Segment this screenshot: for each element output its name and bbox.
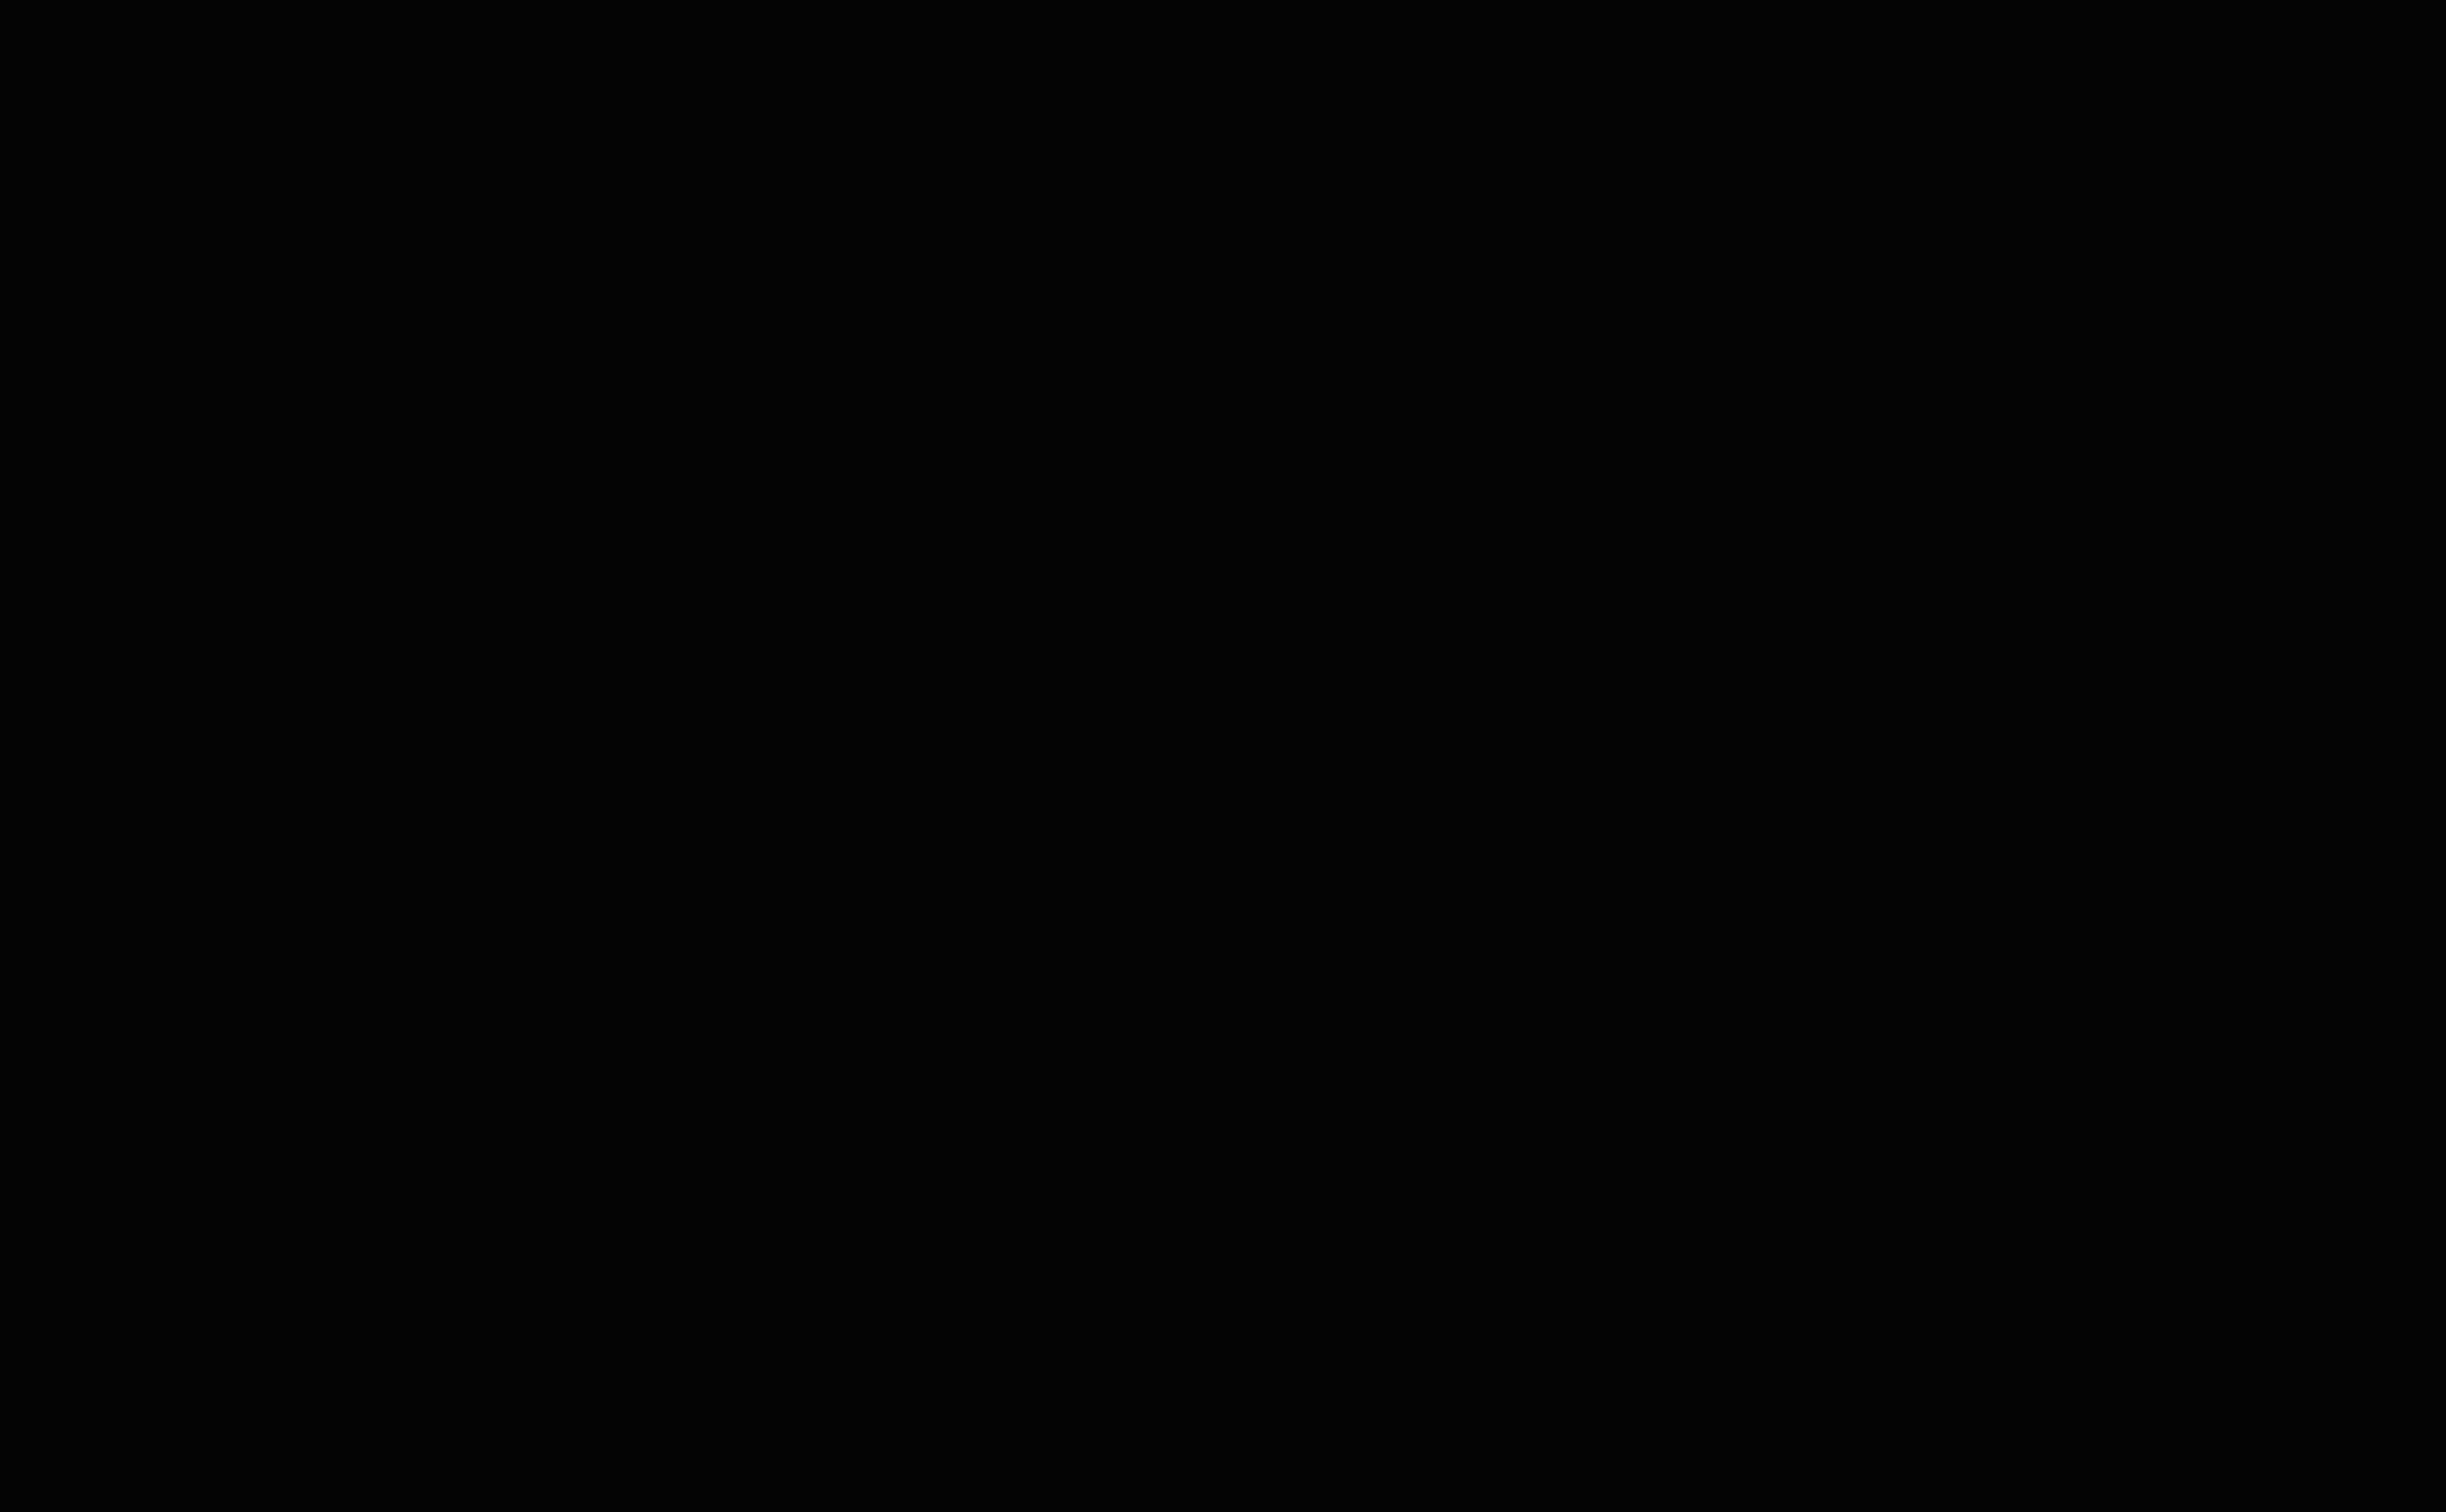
colorbar-gradient-canvas: [2068, 147, 2177, 1359]
colorbar: [2068, 147, 2177, 1359]
plot-area: [293, 147, 2055, 1359]
heatmap-canvas: [293, 147, 2055, 1359]
